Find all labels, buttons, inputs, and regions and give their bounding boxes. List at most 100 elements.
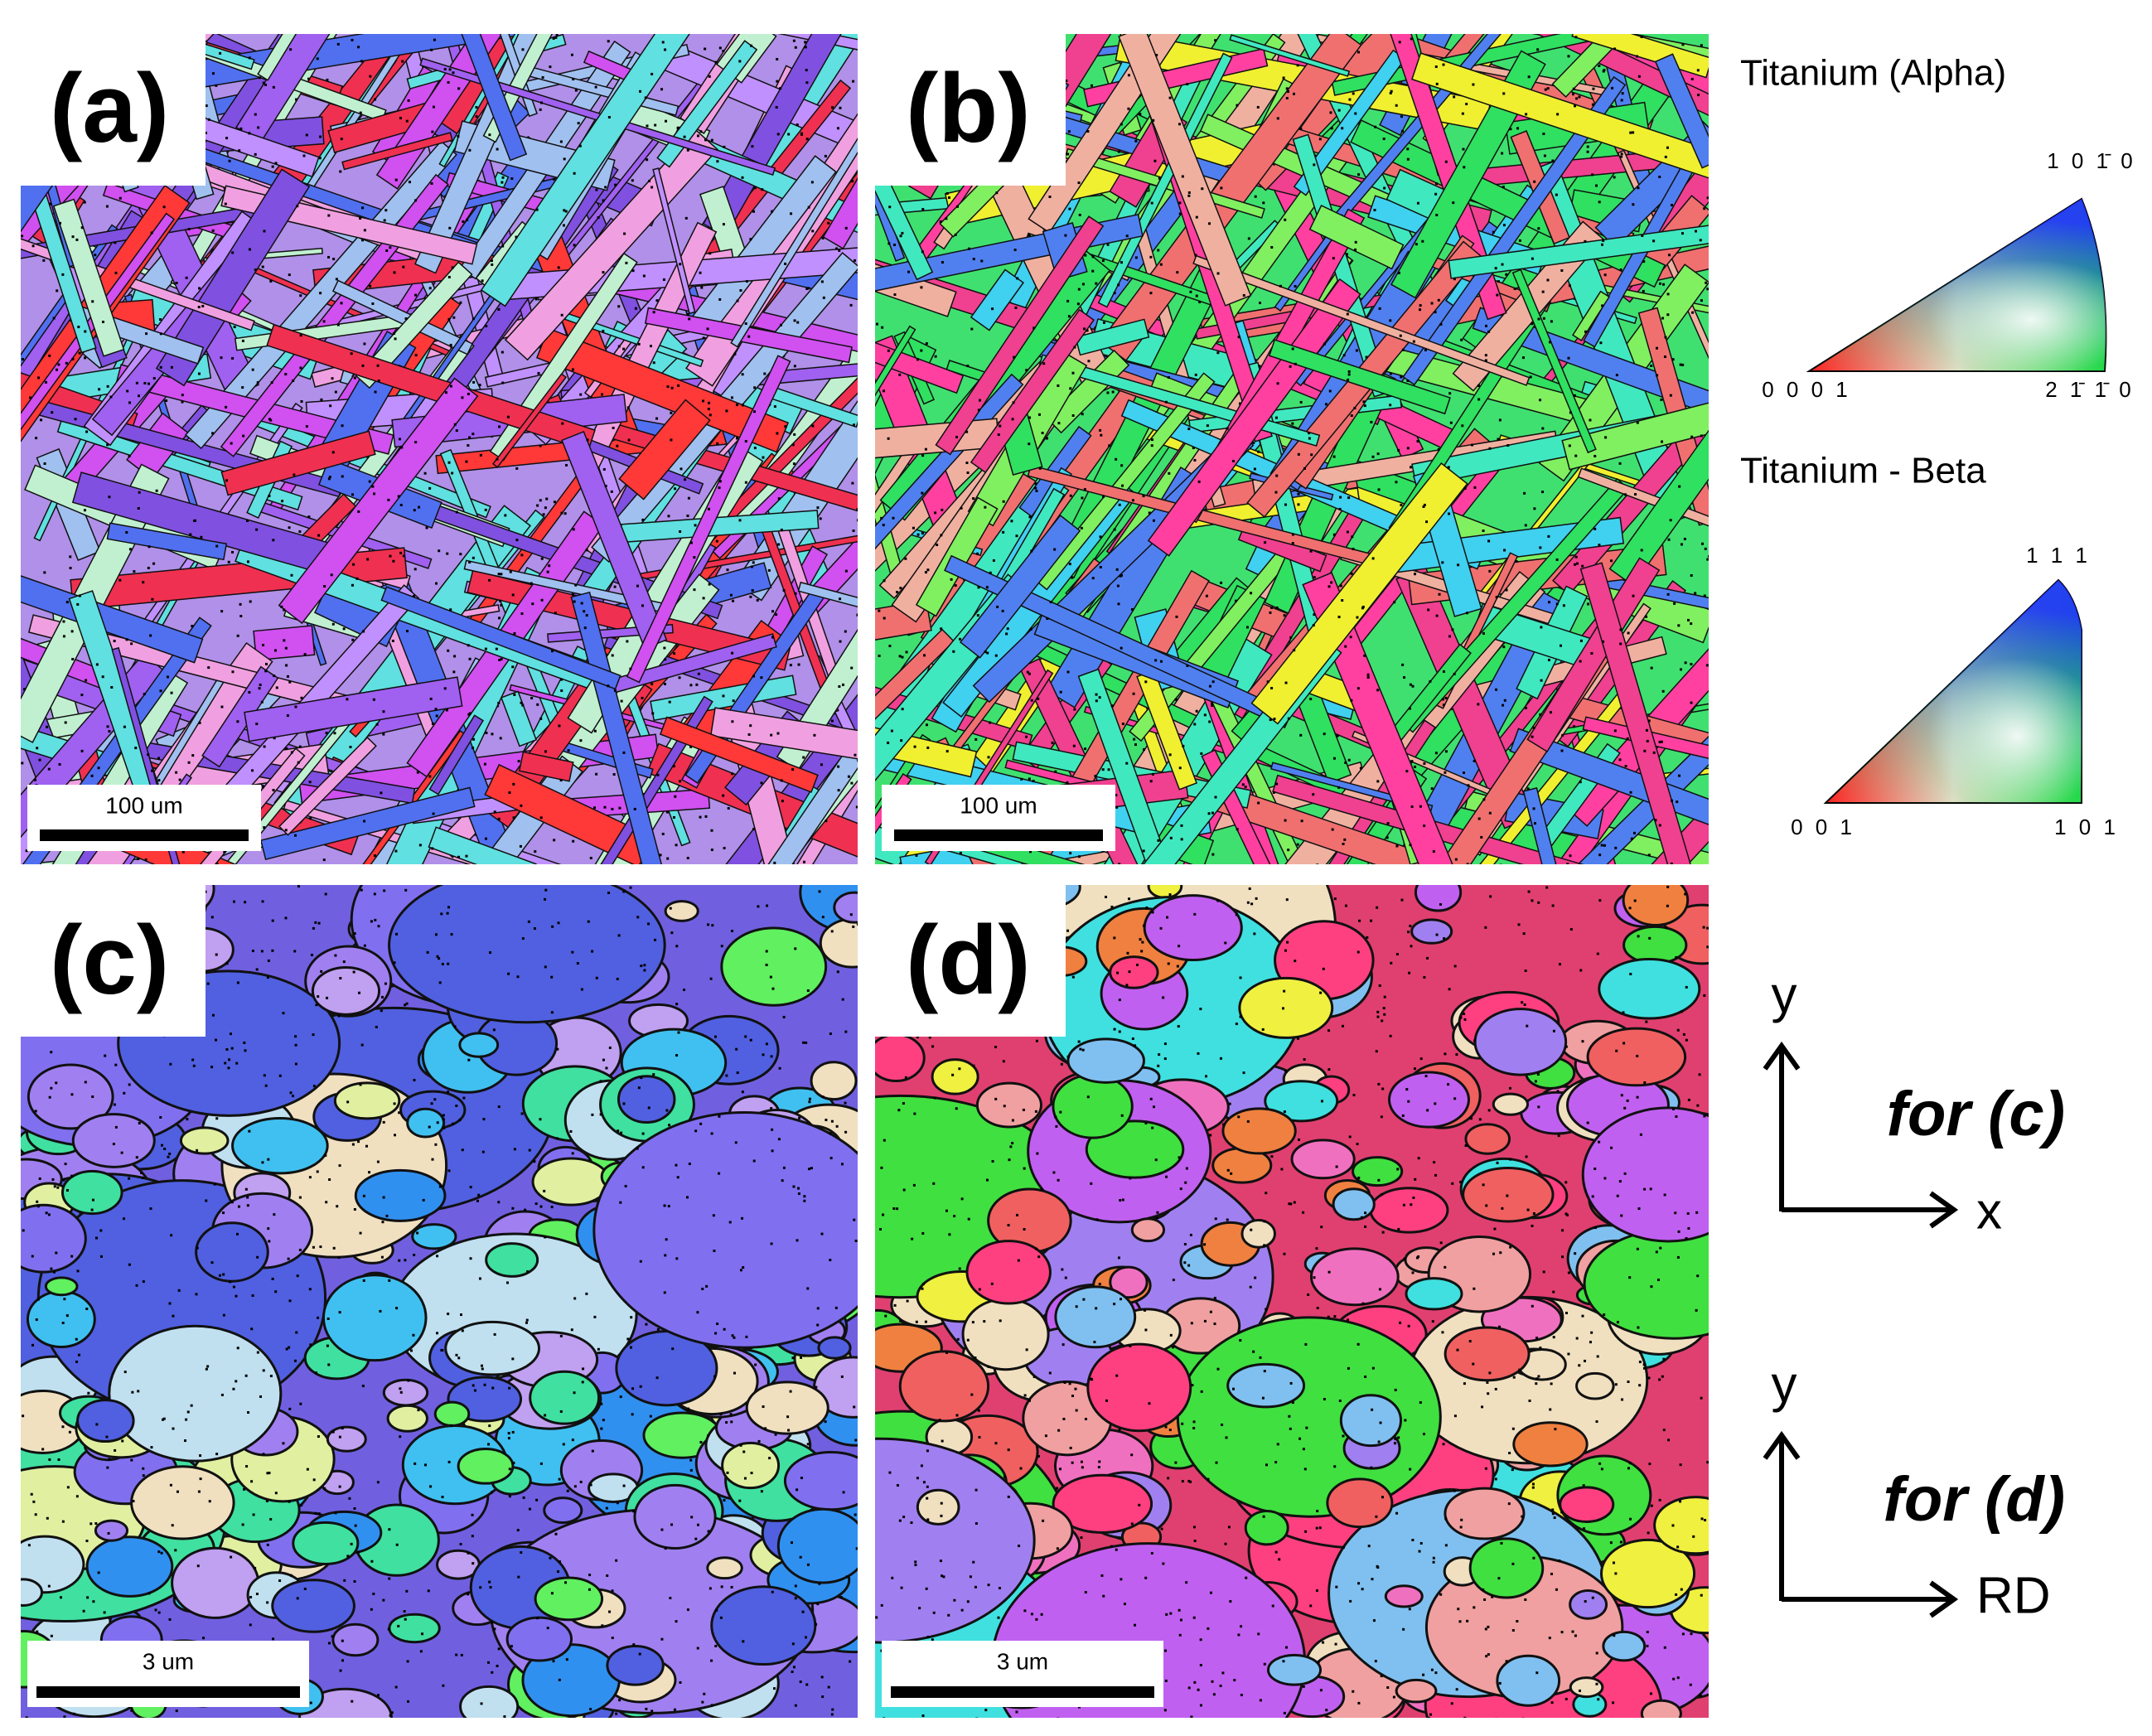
speckle <box>1187 194 1191 197</box>
speckle <box>816 1323 820 1327</box>
speckle <box>539 717 543 720</box>
speckle <box>1685 985 1688 989</box>
speckle <box>854 259 857 262</box>
speckle <box>1648 1463 1651 1466</box>
speckle <box>699 271 702 274</box>
speckle <box>1416 201 1419 205</box>
speckle <box>1661 440 1664 443</box>
speckle <box>379 1309 382 1313</box>
speckle <box>1066 670 1070 674</box>
speckle <box>1620 99 1623 102</box>
speckle <box>1091 84 1094 87</box>
speckle <box>1648 936 1651 940</box>
speckle <box>434 708 438 711</box>
speckle <box>546 570 549 573</box>
grain <box>783 1451 858 1511</box>
speckle <box>882 524 885 527</box>
speckle <box>1208 222 1211 225</box>
speckle <box>1647 853 1651 857</box>
speckle <box>1390 89 1393 93</box>
speckle <box>1389 404 1392 407</box>
speckle <box>430 48 433 51</box>
speckle <box>1403 676 1406 679</box>
speckle <box>1706 1461 1709 1464</box>
speckle <box>1133 737 1136 741</box>
speckle <box>1660 740 1663 743</box>
speckle <box>1410 37 1413 41</box>
speckle <box>670 1523 674 1526</box>
speckle <box>1131 1037 1134 1041</box>
speckle <box>1641 234 1644 237</box>
speckle <box>1337 786 1341 789</box>
speckle <box>282 1442 285 1445</box>
speckle <box>560 511 563 515</box>
speckle <box>1666 904 1669 907</box>
speckle <box>211 72 215 75</box>
speckle <box>1411 1539 1415 1542</box>
grain <box>1492 1092 1530 1116</box>
lath <box>970 308 1095 474</box>
speckle <box>267 1158 270 1161</box>
corner-label: 1 0 1̄ 0 <box>2047 148 2136 173</box>
speckle <box>1310 453 1313 457</box>
grain <box>388 1613 441 1644</box>
speckle <box>1164 1649 1168 1652</box>
speckle <box>405 630 409 633</box>
speckle <box>835 1124 839 1128</box>
lath <box>500 690 538 747</box>
speckle <box>1142 849 1145 853</box>
speckle <box>1569 411 1572 414</box>
speckle <box>50 1634 53 1637</box>
speckle <box>1690 77 1694 80</box>
speckle <box>1155 54 1158 57</box>
speckle <box>1091 255 1095 259</box>
speckle <box>1066 929 1070 932</box>
speckle <box>1502 704 1505 707</box>
speckle <box>398 1259 401 1262</box>
speckle <box>289 48 293 51</box>
speckle <box>1395 481 1398 484</box>
speckle <box>85 1308 89 1311</box>
speckle <box>652 311 655 314</box>
speckle <box>1488 447 1492 450</box>
speckle <box>756 598 759 602</box>
speckle <box>1414 1177 1417 1181</box>
speckle <box>372 1592 375 1595</box>
speckle <box>1184 1181 1187 1184</box>
speckle <box>770 1107 773 1110</box>
speckle <box>334 954 337 957</box>
speckle <box>168 1152 172 1155</box>
grain <box>94 1519 129 1542</box>
speckle <box>617 1129 620 1133</box>
speckle <box>359 217 362 220</box>
speckle <box>896 1484 899 1487</box>
speckle <box>458 1119 462 1122</box>
speckle <box>376 1160 380 1163</box>
speckle <box>335 278 338 281</box>
lath <box>1201 749 1313 864</box>
speckle <box>224 1061 227 1065</box>
speckle <box>1316 863 1319 864</box>
speckle <box>836 127 839 130</box>
speckle <box>448 226 452 230</box>
speckle <box>1178 945 1181 948</box>
speckle <box>631 1387 635 1390</box>
speckle <box>928 1036 931 1039</box>
speckle <box>1554 1428 1557 1431</box>
speckle <box>317 534 321 537</box>
speckle <box>44 380 47 384</box>
speckle <box>660 1637 664 1641</box>
speckle <box>294 834 297 837</box>
speckle <box>1705 664 1709 667</box>
speckle <box>1028 1399 1031 1402</box>
speckle <box>288 1500 291 1503</box>
speckle <box>896 1207 899 1211</box>
speckle <box>31 244 35 248</box>
speckle <box>851 481 854 485</box>
speckle <box>1509 1245 1512 1249</box>
speckle <box>1250 902 1254 906</box>
speckle <box>1172 1279 1175 1282</box>
speckle <box>1025 735 1028 738</box>
speckle <box>708 413 712 417</box>
speckle <box>887 437 890 440</box>
